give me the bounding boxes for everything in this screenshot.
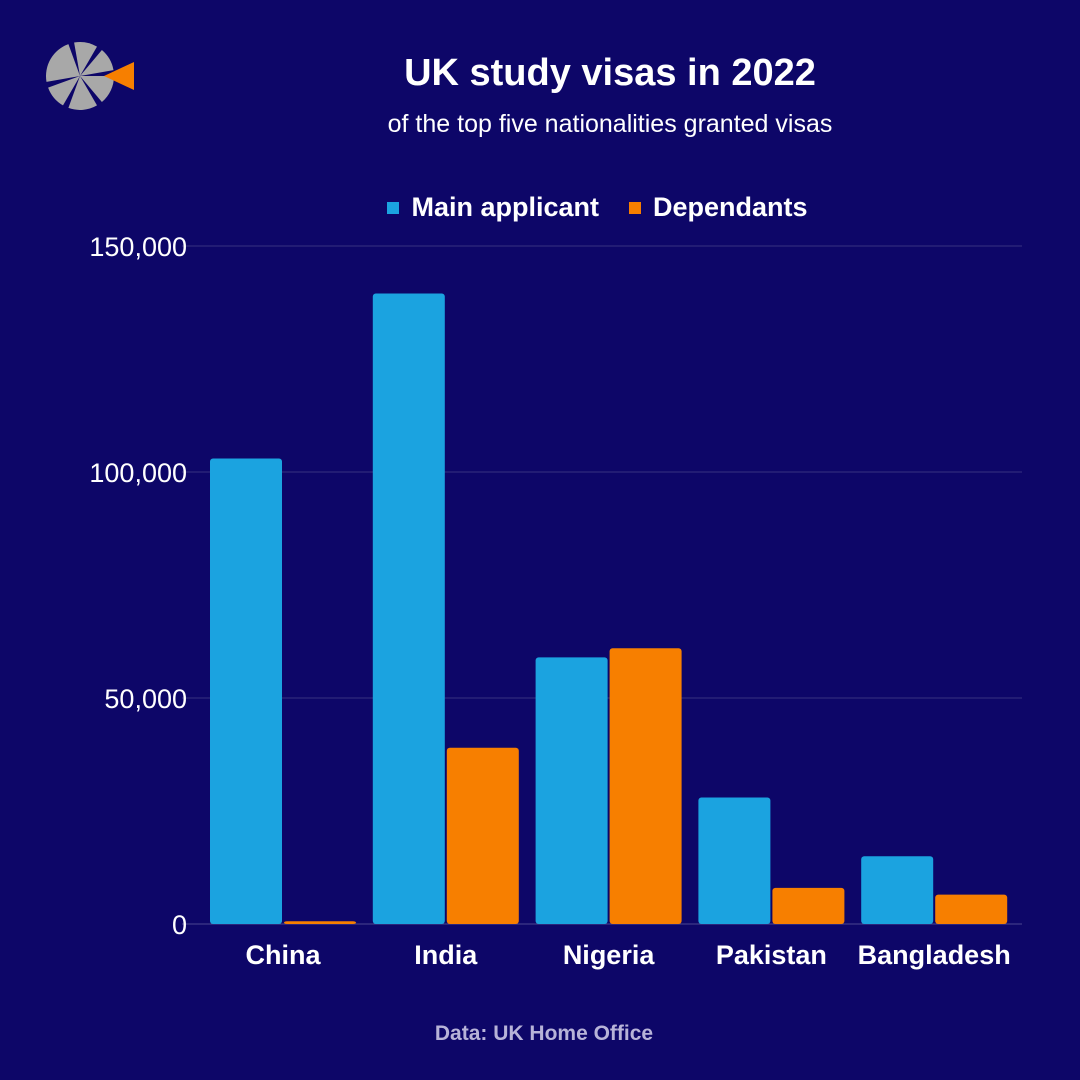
- logo-segment-0: [48, 76, 80, 106]
- x-tick-label: China: [245, 940, 321, 970]
- logo-icon: [45, 41, 134, 110]
- bar-china-dependants: [284, 921, 356, 924]
- legend-swatch-main-applicant: [387, 201, 400, 214]
- x-tick-label: Nigeria: [563, 940, 656, 970]
- data-source: Data: UK Home Office: [434, 1022, 654, 1045]
- chart-title: UK study visas in 2022: [404, 52, 816, 94]
- legend: Main applicant Dependants: [0, 192, 1080, 223]
- y-tick-label: 0: [172, 910, 187, 940]
- x-tick-label: India: [414, 940, 478, 970]
- bar-china-main-applicant: [210, 458, 282, 924]
- x-tick-label: Bangladesh: [858, 940, 1011, 970]
- x-tick-label: Pakistan: [716, 940, 827, 970]
- bar-chart: 0 50,000 100,000 150,000 China India Nigeria Pa…: [89, 232, 1022, 970]
- y-tick-label: 50,000: [104, 684, 187, 714]
- logo-segment-5: [68, 76, 97, 110]
- logo-segment-1: [45, 44, 80, 82]
- bar-bangladesh-dependants: [935, 894, 1008, 924]
- legend-item-dependants: Dependants: [629, 192, 808, 223]
- logo-segment-2: [74, 41, 97, 76]
- chart-subtitle: of the top five nationalities granted vi…: [387, 110, 833, 138]
- legend-swatch-dependants: [629, 201, 641, 214]
- bar-nigeria-dependants: [609, 648, 682, 924]
- bar-bangladesh-main-applicant: [861, 856, 934, 924]
- y-tick-label: 150,000: [89, 232, 187, 262]
- bar-india-main-applicant: [372, 293, 445, 925]
- legend-item-main-applicant: Main applicant: [387, 192, 599, 223]
- bar-nigeria-main-applicant: [535, 657, 608, 924]
- bar-india-dependants: [446, 747, 519, 924]
- logo-arrow: [104, 62, 134, 90]
- logo-segment-3: [80, 50, 114, 76]
- legend-label-dependants: Dependants: [653, 192, 808, 222]
- bar-pakistan-main-applicant: [698, 797, 771, 924]
- y-tick-label: 100,000: [89, 458, 187, 488]
- bar-pakistan-dependants: [772, 887, 845, 924]
- legend-label-main-applicant: Main applicant: [411, 192, 599, 222]
- logo-segment-4: [80, 76, 114, 102]
